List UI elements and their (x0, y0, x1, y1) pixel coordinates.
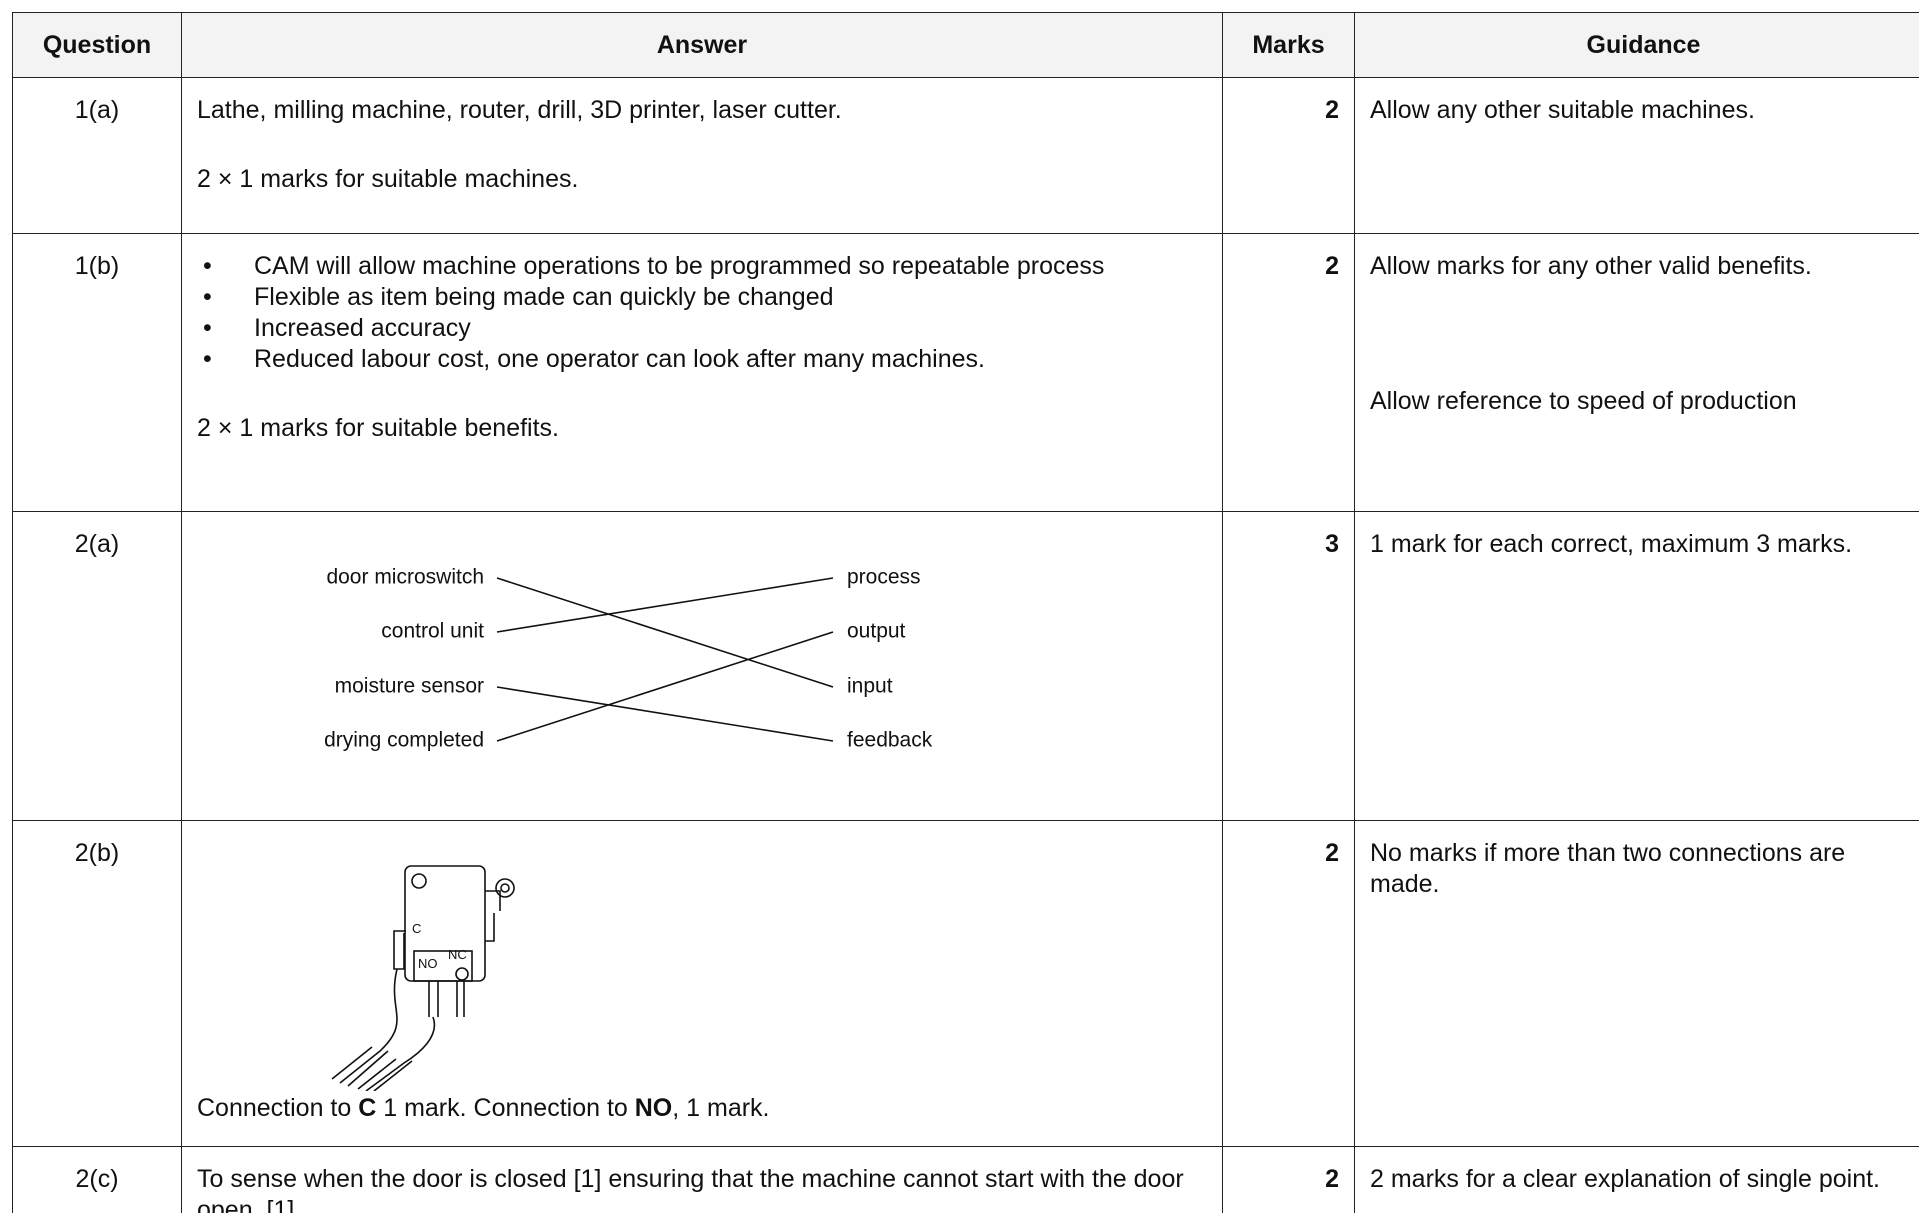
text: 1 mark. Connection to (376, 1094, 635, 1122)
left-label: drying completed (324, 729, 484, 752)
question: 1(a) (12, 77, 182, 234)
bullet: CAM will allow machine operations to be … (197, 251, 1207, 282)
connector (496, 631, 834, 742)
text: NO (634, 1094, 673, 1122)
answer: door microswitch control unit moisture s… (181, 511, 1223, 821)
header: Question (12, 12, 182, 78)
answer-text: 2 × 1 marks for suitable benefits. (197, 414, 559, 442)
row: 1(a) Lathe, milling machine, router, dri… (12, 77, 1919, 234)
connector-lines (496, 577, 834, 742)
guidance-text: 2 marks for a clear explanation of singl… (1370, 1165, 1880, 1193)
answer-text: Connection to C 1 mark. Connection to NO… (197, 1093, 770, 1124)
marks: 2 (1222, 233, 1355, 512)
row: 2(c) To sense when the door is closed [1… (12, 1146, 1919, 1213)
connector (496, 577, 834, 688)
bullet-list: CAM will allow machine operations to be … (197, 251, 1207, 375)
text: C (358, 1094, 377, 1122)
guidance: 1 mark for each correct, maximum 3 marks… (1354, 511, 1919, 821)
text: Connection to (197, 1094, 359, 1122)
answer-text: Lathe, milling machine, router, drill, 3… (197, 96, 842, 124)
header: Guidance (1354, 12, 1919, 78)
mark-scheme-table: Question Answer Marks Guidance 1(a) Lath… (12, 12, 1919, 1213)
question: 2(b) (12, 820, 182, 1147)
right-label: output (847, 620, 906, 643)
row: 2(a) door microswitch control unit moist… (12, 511, 1919, 821)
marks: 2 (1222, 77, 1355, 234)
connector (496, 577, 834, 633)
header: Marks (1222, 12, 1355, 78)
row: 2(b) C NO NC (12, 820, 1919, 1147)
bullet: Increased accuracy (197, 313, 1207, 344)
header: Answer (181, 12, 1223, 78)
guidance: No marks if more than two connections ar… (1354, 820, 1919, 1147)
answer-text: To sense when the door is closed [1] ens… (197, 1165, 1184, 1213)
connector (496, 686, 834, 742)
guidance: Allow marks for any other valid benefits… (1354, 233, 1919, 512)
left-label: door microswitch (326, 566, 484, 589)
answer-text: 2 × 1 marks for suitable machines. (197, 165, 579, 193)
guidance-text: No marks if more than two connections ar… (1370, 839, 1846, 898)
marks: 2 (1222, 820, 1355, 1147)
terminal-label: NO (418, 956, 438, 971)
guidance-text: Allow reference to speed of production (1370, 387, 1797, 415)
microswitch-diagram: C NO NC (331, 865, 515, 1091)
marks: 3 (1222, 511, 1355, 821)
terminal-label: C (412, 921, 421, 936)
guidance: 2 marks for a clear explanation of singl… (1354, 1146, 1919, 1213)
marks: 2 (1222, 1146, 1355, 1213)
header-row: Question Answer Marks Guidance (12, 12, 1919, 78)
left-label: control unit (381, 620, 484, 643)
left-label: moisture sensor (335, 675, 484, 698)
bullet: Flexible as item being made can quickly … (197, 282, 1207, 313)
answer: To sense when the door is closed [1] ens… (181, 1146, 1223, 1213)
answer: CAM will allow machine operations to be … (181, 233, 1223, 512)
answer: C NO NC Connection to C 1 mark. Connecti… (181, 820, 1223, 1147)
answer: Lathe, milling machine, router, drill, 3… (181, 77, 1223, 234)
question: 2(c) (12, 1146, 182, 1213)
guidance: Allow any other suitable machines. (1354, 77, 1919, 234)
matching-diagram: door microswitch control unit moisture s… (324, 566, 933, 752)
right-label: input (847, 675, 893, 698)
guidance-text: 1 mark for each correct, maximum 3 marks… (1370, 530, 1853, 558)
guidance-text: Allow any other suitable machines. (1370, 96, 1755, 124)
bullet: Reduced labour cost, one operator can lo… (197, 344, 1207, 375)
terminal-label: NC (448, 947, 467, 962)
guidance-text: Allow marks for any other valid benefits… (1370, 252, 1812, 280)
question: 2(a) (12, 511, 182, 821)
question: 1(b) (12, 233, 182, 512)
text: , 1 mark. (672, 1094, 770, 1122)
right-label: process (847, 566, 921, 589)
row: 1(b) CAM will allow machine operations t… (12, 233, 1919, 512)
right-label: feedback (847, 729, 933, 752)
